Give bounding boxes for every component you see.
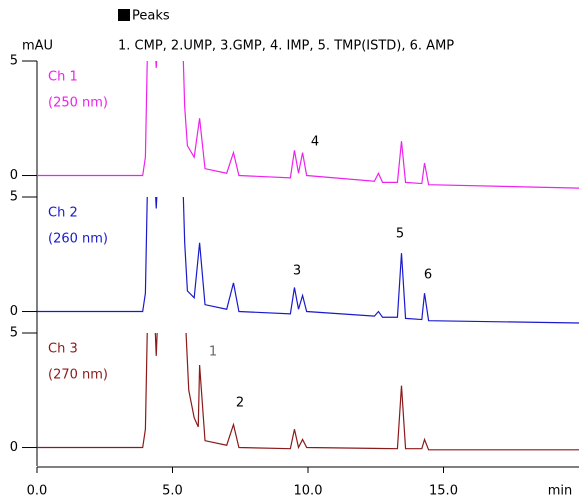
x-axis-label: min — [548, 484, 573, 499]
x-tick-label: 15.0 — [429, 484, 458, 499]
peak-note: 1. CMP, 2.UMP, 3.GMP, 4. IMP, 5. TMP(IST… — [118, 39, 454, 54]
plot — [37, 197, 579, 324]
trace — [37, 61, 579, 189]
channel-name: Ch 2 — [48, 206, 78, 221]
x-tick-label: 0.0 — [27, 484, 48, 499]
peak-label: 6 — [424, 268, 432, 283]
y-tick-label: 0 — [10, 168, 18, 183]
channel-name: Ch 3 — [48, 342, 78, 357]
y-tick-label: 0 — [10, 440, 18, 455]
peak-label: 1 — [209, 345, 217, 360]
channel-wavelength: (250 nm) — [48, 96, 108, 111]
plot — [37, 333, 579, 451]
legend-title: Peaks — [132, 9, 170, 24]
peak-label: 3 — [293, 264, 301, 279]
peak-label: 2 — [236, 396, 244, 411]
x-tick-label: 10.0 — [294, 484, 323, 499]
trace — [37, 197, 579, 324]
channel-wavelength: (260 nm) — [48, 232, 108, 247]
y-tick-label: 0 — [10, 304, 18, 319]
y-tick-label: 5 — [10, 326, 18, 341]
y-tick-label: 5 — [10, 190, 18, 205]
legend-marker — [118, 9, 130, 21]
x-tick-label: 5.0 — [162, 484, 183, 499]
channel-wavelength: (270 nm) — [48, 368, 108, 383]
plot — [37, 61, 579, 189]
peak-label: 5 — [396, 227, 404, 242]
y-tick-label: 5 — [10, 54, 18, 69]
y-axis-label: mAU — [22, 39, 53, 54]
channel-name: Ch 1 — [48, 70, 78, 85]
peak-label: 4 — [311, 135, 319, 150]
trace — [37, 333, 579, 451]
